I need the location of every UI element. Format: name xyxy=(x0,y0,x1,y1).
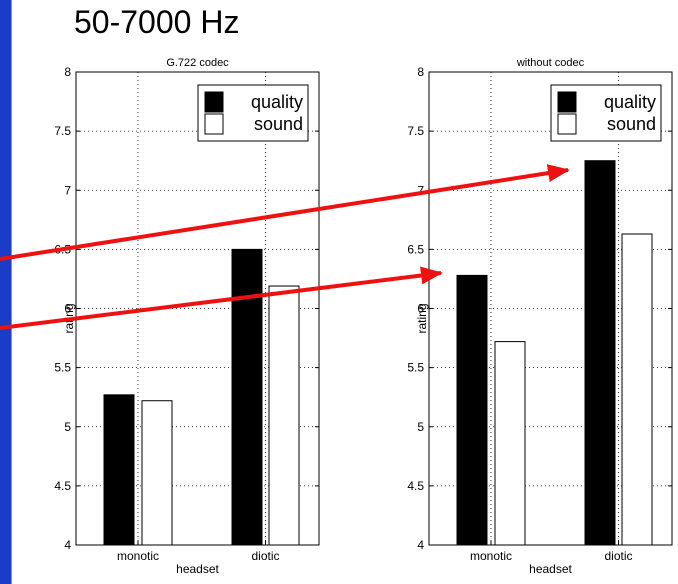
y-tick-label: 5.5 xyxy=(54,361,71,375)
x-tick-label: monotic xyxy=(117,549,159,563)
page-title: 50-7000 Hz xyxy=(74,4,240,40)
bar-quality xyxy=(103,394,135,546)
legend-label: sound xyxy=(607,114,656,134)
y-tick-label: 4 xyxy=(64,538,71,552)
y-tick-label: 5 xyxy=(64,420,71,434)
bar-sound xyxy=(141,400,173,546)
bar-quality xyxy=(456,274,488,546)
bar-sound xyxy=(621,233,653,546)
bar-quality xyxy=(231,248,263,546)
y-tick-label: 4 xyxy=(417,538,424,552)
y-tick-label: 4.5 xyxy=(407,479,424,493)
y-tick-label: 7 xyxy=(417,183,424,197)
chart-title: without codec xyxy=(516,57,585,69)
annotation-arrow xyxy=(0,266,443,330)
y-tick-label: 6 xyxy=(64,302,71,316)
y-tick-label: 5.5 xyxy=(407,361,424,375)
legend-label: quality xyxy=(251,92,303,112)
y-tick-label: 4.5 xyxy=(54,479,71,493)
y-tick-label: 8 xyxy=(417,65,424,79)
chart-title: G.722 codec xyxy=(166,57,229,69)
x-tick-label: diotic xyxy=(604,549,632,563)
legend-swatch-sound xyxy=(557,113,577,135)
legend-label: sound xyxy=(254,114,303,134)
x-axis-label: headset xyxy=(176,562,219,576)
y-tick-label: 5 xyxy=(417,420,424,434)
x-tick-label: diotic xyxy=(251,549,279,563)
legend-swatch-quality xyxy=(204,91,224,113)
y-tick-label: 7.5 xyxy=(407,124,424,138)
y-tick-label: 7.5 xyxy=(54,124,71,138)
bar-quality xyxy=(584,160,616,546)
legend-label: quality xyxy=(604,92,656,112)
side-accent-bar xyxy=(0,0,12,584)
bar-sound xyxy=(494,341,526,546)
y-axis-label: rating xyxy=(415,303,429,333)
bar-sound xyxy=(268,285,300,546)
y-tick-label: 6.5 xyxy=(407,242,424,256)
legend-swatch-quality xyxy=(557,91,577,113)
y-tick-label: 6 xyxy=(417,302,424,316)
x-tick-label: monotic xyxy=(470,549,512,563)
y-tick-label: 8 xyxy=(64,65,71,79)
x-axis-label: headset xyxy=(529,562,572,576)
y-tick-label: 7 xyxy=(64,183,71,197)
legend-swatch-sound xyxy=(204,113,224,135)
annotation-arrow xyxy=(0,164,570,261)
